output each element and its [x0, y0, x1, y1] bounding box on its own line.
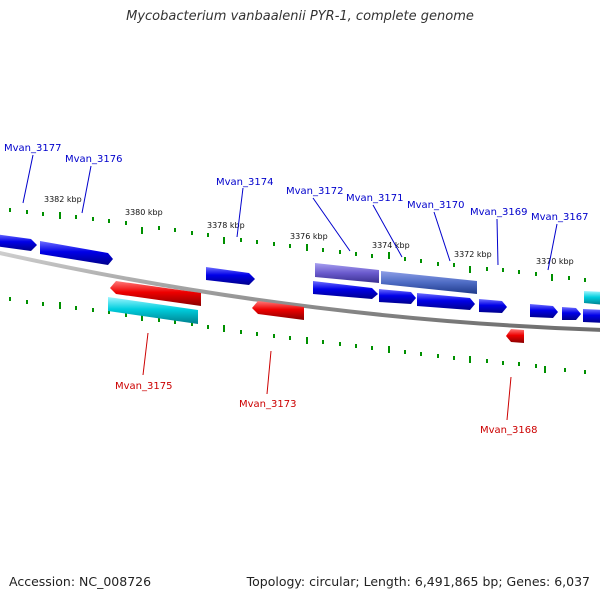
gene-label-forward[interactable]: Mvan_3174 — [216, 177, 273, 188]
gene-arrow-forward[interactable] — [562, 307, 581, 320]
gene-label-forward[interactable]: Mvan_3167 — [531, 212, 588, 223]
gene-label-forward[interactable]: Mvan_3177 — [4, 143, 61, 154]
topology-text: Topology: circular; Length: 6,491,865 bp… — [246, 574, 590, 589]
gene-arrow-forward[interactable] — [0, 234, 37, 251]
forward-label-group — [22, 154, 558, 271]
gene-arrow-forward[interactable] — [40, 241, 113, 265]
gene-arrow-forward[interactable] — [379, 289, 416, 304]
kbp-label: 3380 kbp — [125, 208, 163, 217]
kbp-label: 3372 kbp — [454, 250, 492, 259]
forward-gene-track — [0, 234, 600, 323]
gene-arrow-forward[interactable] — [206, 267, 255, 285]
gene-feature-highlight[interactable] — [381, 271, 477, 294]
gene-label-reverse[interactable]: Mvan_3175 — [115, 381, 172, 392]
genome-backbone — [0, 251, 600, 332]
gene-arrow-reverse[interactable] — [252, 301, 304, 320]
reverse-gene-track — [108, 281, 524, 343]
gene-label-forward[interactable]: Mvan_3169 — [470, 207, 527, 218]
kbp-label: 3378 kbp — [207, 221, 245, 230]
gene-arrow-forward[interactable] — [313, 281, 378, 299]
kbp-label: 3382 kbp — [44, 195, 82, 204]
gene-arrow-reverse[interactable] — [110, 281, 201, 306]
gene-feature-other[interactable] — [108, 297, 198, 324]
map-title: Mycobacterium vanbaalenii PYR-1, complet… — [126, 9, 474, 24]
forward-tick-track — [9, 208, 586, 282]
reverse-label-group — [142, 332, 512, 421]
kbp-label: 3376 kbp — [290, 232, 328, 241]
gene-feature-other[interactable] — [584, 291, 600, 305]
gene-label-forward[interactable]: Mvan_3170 — [407, 200, 464, 211]
accession-text: Accession: NC_008726 — [9, 574, 152, 589]
gene-label-forward[interactable]: Mvan_3176 — [65, 154, 122, 165]
gene-label-forward[interactable]: Mvan_3171 — [346, 193, 403, 204]
gene-label-reverse[interactable]: Mvan_3168 — [480, 425, 537, 436]
kbp-label: 3370 kbp — [536, 257, 574, 266]
gene-feature-highlight[interactable] — [315, 263, 379, 283]
gene-arrow-reverse[interactable] — [506, 329, 524, 343]
kbp-label: 3374 kbp — [372, 241, 410, 250]
gene-arrow-forward[interactable] — [583, 309, 600, 323]
gene-label-reverse[interactable]: Mvan_3173 — [239, 399, 296, 410]
gene-arrow-forward[interactable] — [530, 304, 558, 318]
gene-label-forward[interactable]: Mvan_3172 — [286, 186, 343, 197]
gene-arrow-forward[interactable] — [479, 299, 507, 313]
gene-arrow-forward[interactable] — [417, 293, 475, 310]
